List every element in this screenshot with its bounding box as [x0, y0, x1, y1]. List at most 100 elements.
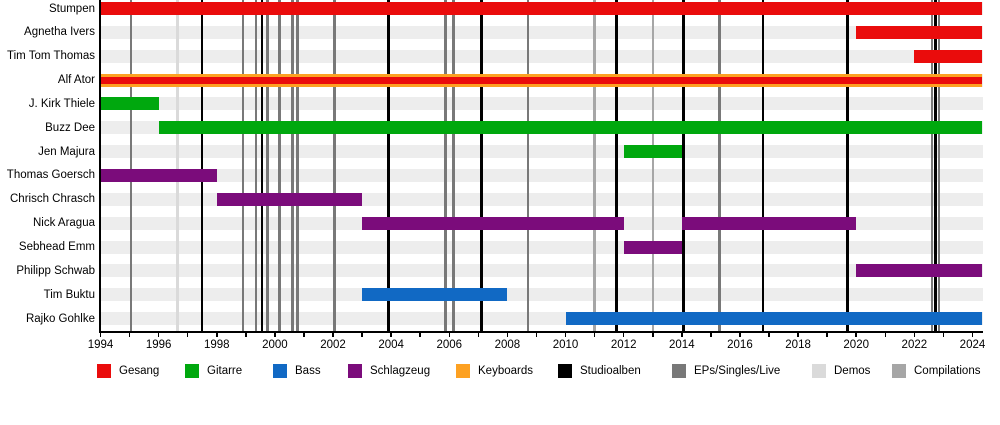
member-label-stumpen: Stumpen — [48, 2, 95, 15]
x-axis-tick — [942, 332, 945, 337]
x-axis-tick — [157, 332, 160, 337]
axis-year-label: 2008 — [494, 338, 521, 351]
x-axis-tick — [652, 332, 654, 337]
axis-year-label: 1994 — [87, 338, 114, 351]
row-stripe — [99, 145, 984, 159]
release-line-studioalben — [615, 0, 618, 331]
release-line-studioalben — [682, 0, 685, 331]
bar-agnetha-ivers-gesang — [856, 25, 983, 39]
x-axis-tick — [245, 332, 247, 337]
release-line-studioalben — [260, 0, 264, 331]
x-axis-tick — [855, 332, 857, 337]
release-line-eps_singles_live — [333, 0, 336, 331]
bar-sebhead-emm-schlagzeug — [623, 240, 682, 254]
release-line-eps_singles_live — [241, 0, 245, 331]
release-line-eps_singles_live — [291, 0, 294, 331]
row-stripe — [99, 25, 984, 39]
release-line-studioalben — [846, 0, 849, 331]
plot-area: Stumpen Agnetha Ivers Tim Tom Thomas Alf At… — [6, 0, 986, 351]
bar-thomas-goersch-schlagzeug — [100, 168, 217, 182]
legend-label-bass: Bass — [295, 365, 321, 377]
bar-alf-ator-gesang — [100, 76, 983, 84]
member-label-thomas-goersch: Thomas Goersch — [6, 169, 95, 182]
x-axis-tick — [390, 332, 392, 337]
release-line-eps_singles_live — [526, 0, 530, 331]
legend-swatch-studioalben — [558, 364, 572, 378]
x-axis-tick — [419, 332, 421, 337]
bar-buzz-dee-gitarre — [158, 121, 983, 135]
x-axis-tick — [681, 332, 683, 337]
axis-year-label: 1996 — [145, 338, 172, 351]
member-label-j-kirk-thiele: J. Kirk Thiele — [28, 97, 95, 110]
legend-label-compilations: Compilations — [914, 365, 981, 377]
release-line-eps_singles_live — [937, 0, 940, 331]
x-axis-tick — [448, 332, 451, 337]
bar-nick-aragua-schlagzeug — [681, 216, 857, 230]
x-axis-tick — [186, 332, 189, 337]
x-axis-tick — [913, 332, 916, 337]
release-line-eps_singles_live — [444, 0, 447, 331]
axis-year-label: 2010 — [552, 338, 579, 351]
bar-nick-aragua-schlagzeug — [362, 216, 624, 230]
x-axis-tick — [739, 332, 741, 337]
x-axis-tick — [593, 332, 596, 337]
axis-year-label: 2022 — [901, 338, 928, 351]
axis-year-label: 2000 — [262, 338, 288, 351]
x-axis-tick — [622, 332, 625, 337]
legend-swatch-compilations — [892, 364, 906, 378]
axis-year-label: 2024 — [959, 338, 986, 351]
axis-year-label: 1998 — [203, 338, 230, 351]
legend-label-schlagzeug: Schlagzeug — [370, 365, 431, 377]
bar-stumpen-gesang — [100, 2, 983, 15]
x-axis-tick — [274, 332, 276, 337]
axis-year-label: 2012 — [610, 338, 637, 351]
release-line-eps_singles_live — [930, 0, 934, 331]
legend-label-gitarre: Gitarre — [207, 365, 243, 377]
row-stripe — [99, 264, 984, 278]
x-axis-tick — [535, 332, 538, 337]
legend-label-studioalben: Studioalben — [580, 365, 641, 377]
axis-year-label: 2018 — [785, 338, 811, 351]
release-line-eps_singles_live — [278, 0, 281, 331]
x-axis-tick — [884, 332, 887, 337]
member-label-philipp-schwab: Philipp Schwab — [16, 264, 95, 277]
x-axis-tick — [477, 332, 480, 337]
legend-label-demos: Demos — [834, 365, 871, 377]
x-axis-tick — [797, 332, 799, 337]
bar-philipp-schwab-schlagzeug — [856, 264, 983, 278]
row-stripe — [99, 288, 984, 302]
legend-swatch-gitarre — [185, 364, 199, 378]
x-axis-tick — [128, 332, 131, 337]
member-label-rajko-gohlke: Rajko Gohlke — [25, 312, 95, 325]
release-line-eps_singles_live — [718, 0, 721, 331]
bar-jen-majura-gitarre — [623, 145, 682, 159]
release-line-studioalben — [480, 0, 483, 331]
bar-tim-tom-thomas-gesang — [914, 49, 983, 63]
axis-year-label: 2002 — [320, 338, 346, 351]
bar-chrisch-chrasch-schlagzeug — [216, 192, 363, 206]
legend-swatch-schlagzeug — [348, 364, 362, 378]
x-axis-tick — [768, 332, 770, 337]
row-stripe — [99, 97, 984, 111]
x-axis-tick — [303, 332, 305, 337]
legend-label-eps-singles-live: EPs/Singles/Live — [694, 365, 781, 377]
row-stripe — [99, 49, 984, 63]
x-axis-tick — [361, 332, 363, 337]
legend-swatch-demos — [812, 364, 826, 378]
legend-label-gesang: Gesang — [119, 365, 160, 377]
release-line-demos — [176, 0, 180, 331]
release-line-eps_singles_live — [129, 0, 133, 331]
legend-swatch-eps-singles-live — [672, 364, 686, 378]
x-axis-tick — [332, 332, 334, 337]
release-line-compilations — [593, 0, 596, 331]
release-line-eps_singles_live — [296, 0, 299, 331]
axis-year-label: 2014 — [669, 338, 695, 351]
legend-swatch-keyboards — [456, 364, 470, 378]
x-axis-tick — [710, 332, 712, 337]
axis-year-label: 2006 — [436, 338, 463, 351]
member-label-chrisch-chrasch: Chrisch Chrasch — [10, 193, 95, 206]
bar-rajko-gohlke-bass — [565, 312, 983, 326]
member-label-tim-buktu: Tim Buktu — [43, 288, 95, 301]
release-line-studioalben — [761, 0, 765, 331]
